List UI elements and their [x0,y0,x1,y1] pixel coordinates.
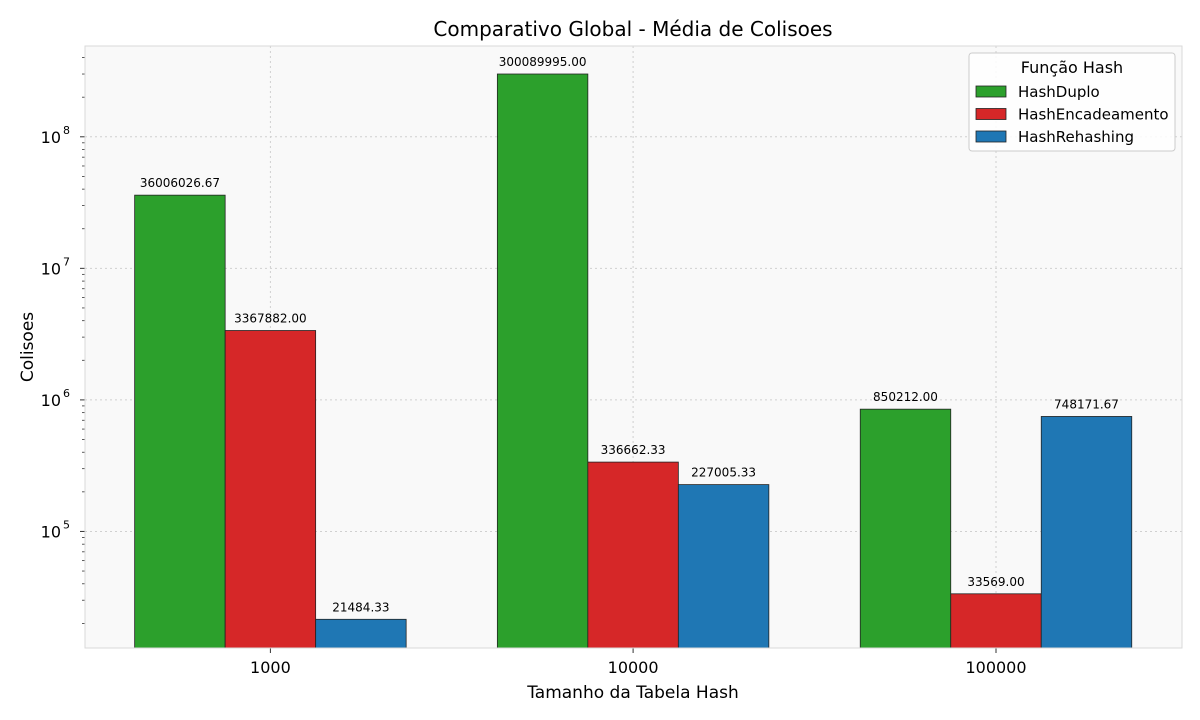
bar-hashduplo-10000 [496,73,589,649]
legend-label-hashencadeamento: HashEncadeamento [1018,106,1169,124]
data-labels: 36006026.67 300089995.00 850212.00 3367882.… [140,55,1119,614]
legend-swatch-hashrehashing [975,130,1007,143]
legend-swatch-hashencadeamento [975,108,1007,120]
data-label: 21484.33 [332,600,389,614]
x-tick-label: 1000 [250,658,291,677]
data-label: 227005.33 [691,466,756,480]
y-tick-label: 10 [41,128,61,147]
legend-box [968,52,1176,152]
x-tick-label: 100000 [965,658,1026,677]
y-tick-exponent: 8 [63,124,70,137]
x-tick-label: 10000 [608,658,659,677]
y-tick-label: 10 [41,259,61,278]
legend-label-hashduplo: HashDuplo [1018,83,1100,101]
bar-hashrehashing-100000 [1040,416,1133,649]
bar-hashduplo-100000 [859,408,952,649]
y-axis-label: Colisoes [18,312,38,382]
bar-hashencadeamento-10000 [587,461,679,649]
legend-items: HashDuplo HashEncadeamento HashRehashing [975,83,1169,146]
data-label: 748171.67 [1054,397,1119,411]
bar-hashduplo-1000 [134,194,226,649]
x-axis-label: Tamanho da Tabela Hash [526,683,739,703]
legend: Função Hash HashDuploHashEncadeamentoHas… [968,52,1176,152]
bar-hashrehashing-1000 [315,618,407,649]
legend-swatch-hashduplo [975,85,1007,98]
chart-title: Comparativo Global - Média de Colisoes [433,17,832,41]
y-tick-exponent: 7 [63,255,70,268]
data-label: 36006026.67 [140,176,220,190]
y-tick-exponent: 6 [63,387,70,400]
y-tick-label: 10 [41,391,61,410]
data-label: 33569.00 [967,575,1024,589]
plot-frame [84,45,1183,649]
bar-hashrehashing-10000 [677,484,770,649]
y-tick-exponent: 5 [63,518,70,531]
bar-hashencadeamento-1000 [224,330,317,649]
bars [134,73,1133,649]
legend-label-hashrehashing: HashRehashing [1018,128,1134,146]
data-label: 3367882.00 [234,312,307,326]
data-label: 300089995.00 [499,55,587,69]
bar-hashencadeamento-100000 [950,593,1042,649]
data-label: 336662.33 [601,443,666,457]
legend-title: Função Hash [1021,58,1123,77]
data-label: 850212.00 [873,390,938,404]
y-tick-label: 10 [41,522,61,541]
